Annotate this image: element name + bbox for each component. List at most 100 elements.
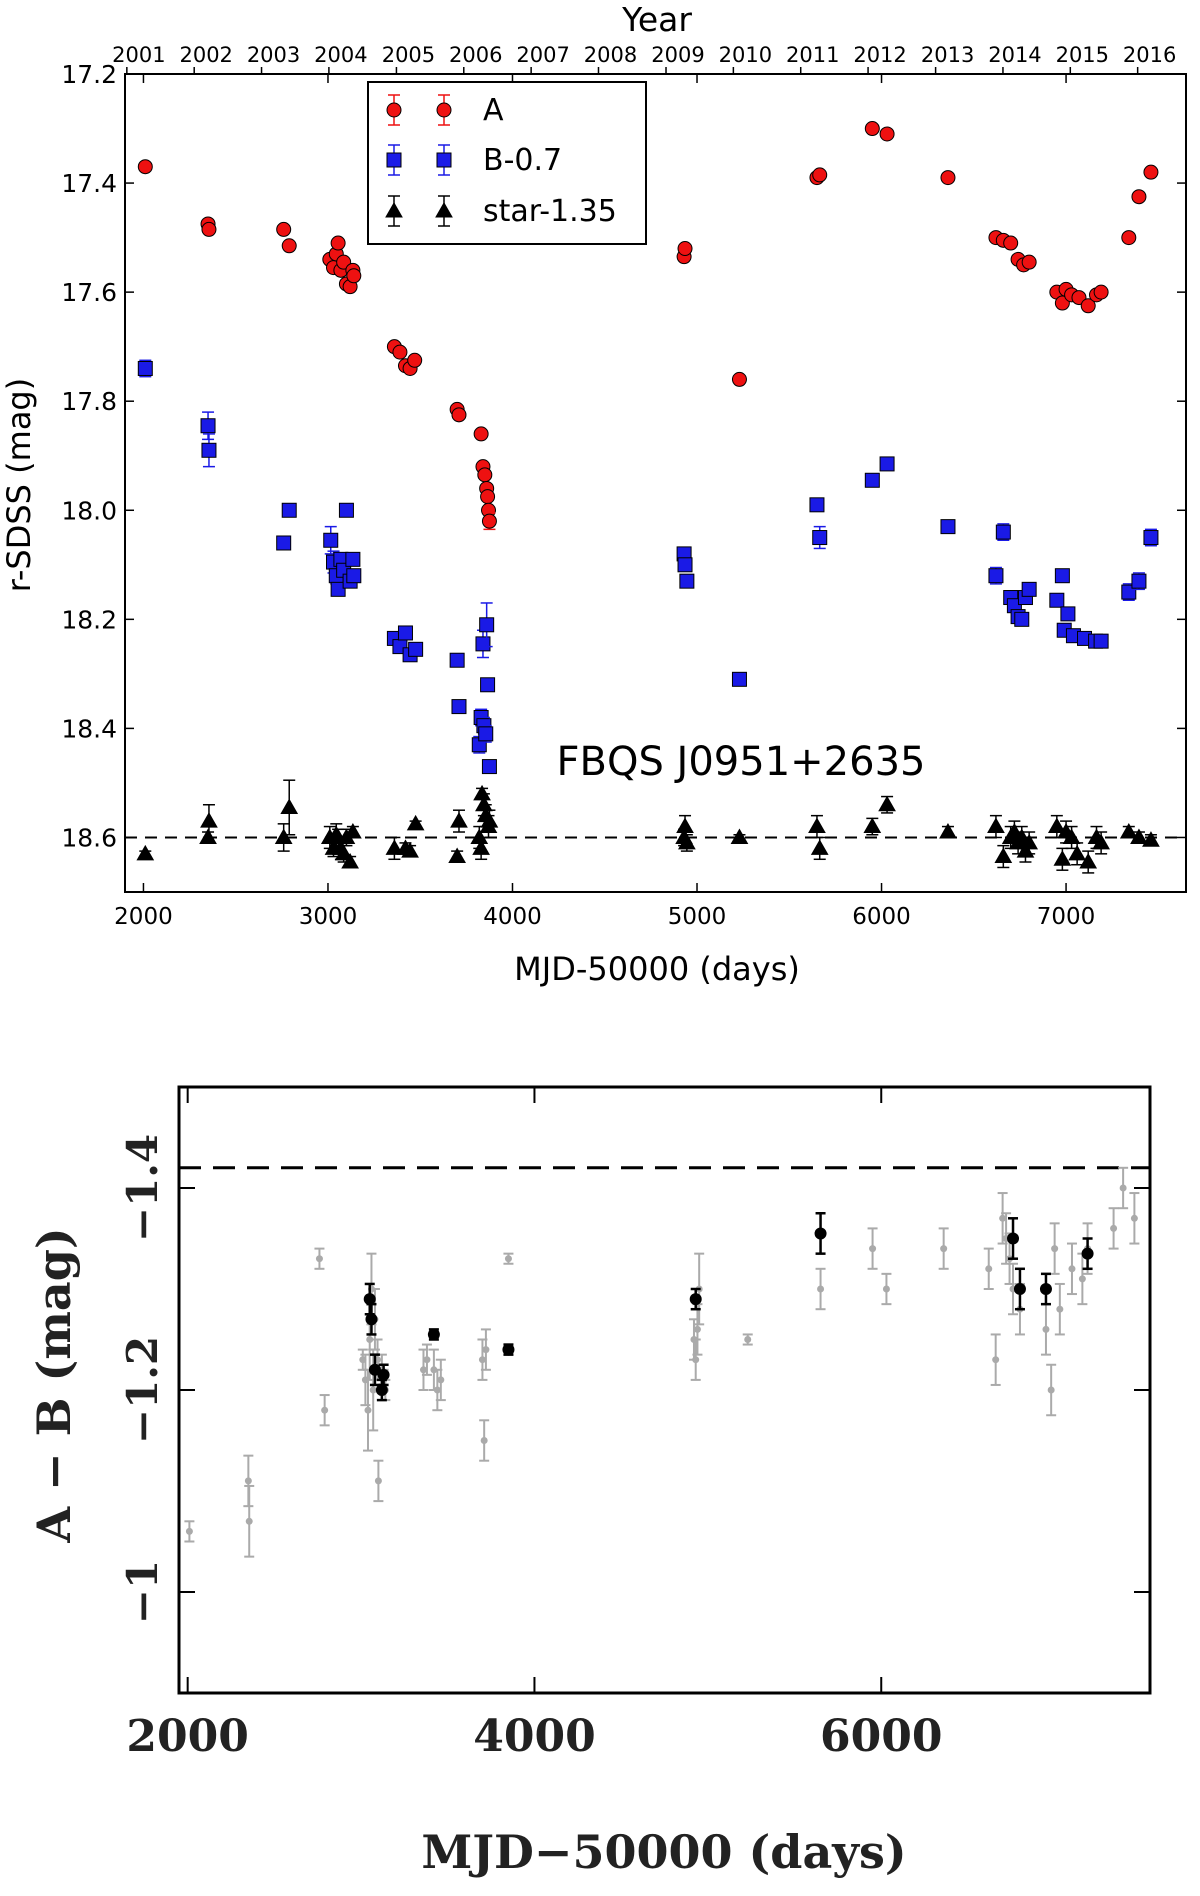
data-point-square	[201, 442, 217, 458]
top-panel: Year 2001 2002 2003 2004 2005 2006 2007 2008 200…	[0, 0, 1187, 988]
data-point-square	[988, 568, 1004, 584]
data-point	[245, 1517, 253, 1525]
data-point-square	[1060, 606, 1076, 622]
data-point-circle	[1003, 235, 1019, 251]
data-point-square	[479, 617, 495, 633]
x-tick-label: 7000	[1037, 904, 1096, 930]
year-tick-label: 2011	[786, 43, 839, 67]
data-point-circle	[451, 407, 467, 423]
x-tick-label: 4000	[483, 904, 542, 930]
data-point-square	[864, 472, 880, 488]
data-point-circle	[392, 344, 408, 360]
data-point-triangle	[1119, 823, 1138, 839]
data-point	[1119, 1184, 1127, 1192]
avg-data-point	[689, 1293, 702, 1306]
data-point-triangle	[480, 812, 499, 828]
legend-marker-circle	[436, 102, 452, 118]
y-tick-label: 18.0	[61, 496, 117, 525]
legend-marker-triangle	[385, 201, 403, 218]
year-tick-label: 2008	[584, 43, 637, 67]
data-point	[423, 1356, 431, 1364]
data-point-square	[475, 636, 491, 652]
data-point-square	[276, 535, 292, 551]
year-tick-label: 2016	[1123, 43, 1176, 67]
x-tick-label: 3000	[299, 904, 358, 930]
legend-label-B: B-0.7	[483, 143, 562, 178]
data-point-triangle	[939, 823, 957, 839]
data-point-square	[1021, 581, 1037, 597]
data-point-circle	[1131, 189, 1147, 205]
data-point-triangle	[472, 839, 490, 855]
data-point	[366, 1336, 374, 1343]
data-point-circle	[940, 170, 956, 186]
data-point-square	[731, 671, 747, 687]
data-point-circle	[1021, 254, 1037, 270]
avg-data-point	[1039, 1283, 1052, 1295]
data-point	[882, 1285, 890, 1293]
data-point-circle	[1143, 164, 1159, 180]
data-point-square	[879, 456, 895, 472]
avg-data-point	[1013, 1283, 1026, 1295]
data-point-square	[449, 652, 465, 668]
data-point-triangle	[878, 795, 896, 812]
data-point-square	[940, 519, 956, 535]
data-point-triangle	[1053, 850, 1072, 866]
legend-marker-circle	[386, 102, 402, 118]
year-tick-label: 2012	[853, 43, 906, 67]
year-tick-label: 2006	[449, 43, 502, 67]
year-tick-label: 2002	[179, 43, 232, 67]
data-point	[992, 1356, 1000, 1364]
top-data-marks	[136, 121, 1160, 874]
data-point-triangle	[200, 812, 218, 828]
data-point-triangle	[810, 839, 829, 855]
data-point-circle	[864, 121, 880, 137]
year-tick-label: 2013	[921, 43, 974, 67]
data-point-square	[408, 641, 424, 657]
data-point	[321, 1406, 329, 1414]
data-point-triangle	[730, 828, 749, 844]
data-point	[744, 1336, 752, 1343]
year-tick-label: 2007	[516, 43, 569, 67]
data-point-square	[451, 699, 467, 715]
data-point	[693, 1325, 701, 1333]
data-point	[374, 1477, 382, 1485]
year-tick-label: 2004	[314, 43, 367, 67]
year-tick-label: 2015	[1056, 43, 1109, 67]
data-point-triangle	[678, 833, 696, 850]
data-point	[480, 1437, 488, 1444]
data-point-square	[480, 677, 496, 693]
data-point-circle	[346, 268, 362, 284]
data-point	[1110, 1224, 1118, 1232]
data-point	[1078, 1275, 1086, 1283]
data-point-triangle	[406, 814, 425, 831]
data-point-triangle	[987, 817, 1005, 834]
data-point-triangle	[1079, 852, 1098, 869]
data-point-circle	[677, 241, 693, 257]
legend-label-star: star-1.35	[483, 194, 617, 229]
y-tick-label: −1.4	[118, 1134, 167, 1242]
top-x-axis-label: MJD-50000 (days)	[514, 950, 800, 988]
data-point-circle	[281, 238, 297, 254]
data-point	[1042, 1325, 1050, 1333]
data-point-square	[1054, 568, 1070, 584]
data-point-square	[1049, 592, 1065, 608]
data-point	[999, 1214, 1007, 1222]
avg-data-point	[377, 1368, 390, 1381]
bottom-x-axis: 2000 4000 6000	[126, 1087, 942, 1762]
data-point-triangle	[448, 847, 467, 864]
data-point-circle	[481, 513, 497, 529]
avg-data-point	[363, 1293, 376, 1306]
avg-data-point	[814, 1227, 827, 1240]
avg-data-point	[1081, 1247, 1094, 1260]
legend-marker-square	[436, 152, 452, 168]
data-point	[478, 1356, 486, 1364]
data-point-circle	[407, 352, 423, 368]
data-point-circle	[1121, 230, 1137, 246]
data-point	[369, 1386, 377, 1394]
top-plot-frame	[124, 73, 1187, 893]
y-tick-label: −1.2	[118, 1336, 167, 1444]
data-point-triangle	[1092, 833, 1110, 850]
data-point	[437, 1376, 445, 1384]
avg-data-point	[1007, 1232, 1020, 1245]
data-point-square	[397, 625, 413, 641]
